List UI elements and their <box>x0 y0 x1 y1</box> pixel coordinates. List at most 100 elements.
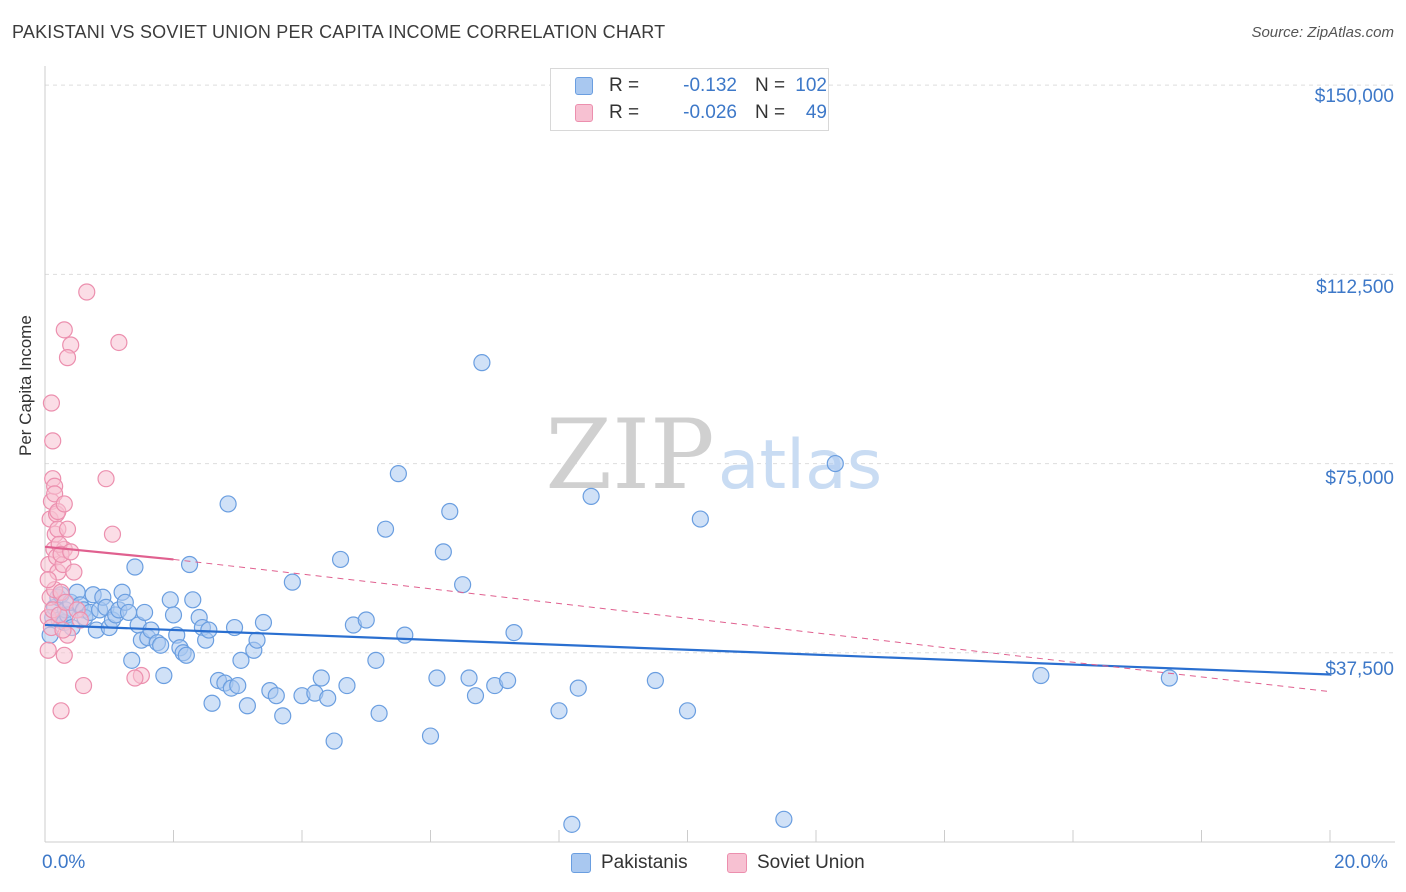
pakistanis-points <box>41 354 1178 833</box>
pakistanis-point <box>563 815 581 833</box>
y-tick-112500: $112,500 <box>1316 277 1394 298</box>
soviet-union-point <box>110 333 128 352</box>
axes <box>44 66 1395 843</box>
soviet-union-point <box>39 641 57 659</box>
pakistanis-point <box>312 669 330 687</box>
soviet-union-point <box>55 321 73 339</box>
pakistanis-point <box>454 576 472 594</box>
pakistanis-point <box>826 454 844 473</box>
pakistanis-point <box>180 555 199 574</box>
pakistanis-point <box>396 626 414 644</box>
soviet-union-point <box>44 432 62 450</box>
r-value: -0.026 <box>683 102 737 123</box>
pakistanis-point <box>441 502 459 521</box>
r-label: R = <box>609 102 640 123</box>
y-tick-37500: $37,500 <box>1325 659 1394 680</box>
pakistanis-point <box>505 624 523 642</box>
n-label: N = <box>755 102 786 123</box>
pakistanis-point <box>232 651 250 669</box>
pakistanis-point <box>152 636 170 654</box>
pakistanis-point <box>357 611 375 629</box>
soviet-union-point <box>65 563 83 581</box>
trend-lines <box>44 545 1331 693</box>
pakistanis-point <box>550 702 568 720</box>
soviet-union-point <box>42 394 61 412</box>
soviet-union-point <box>55 495 73 513</box>
soviet-union-legend-swatch <box>727 853 747 873</box>
pakistanis-point <box>376 520 395 538</box>
x-tick-min: 0.0% <box>42 852 86 873</box>
pakistanis-point <box>184 591 202 609</box>
pakistanis-point <box>161 591 179 609</box>
pakistanis-point <box>283 573 301 591</box>
pakistanis-point <box>466 687 485 705</box>
pakistanis-point <box>646 671 664 690</box>
y-tick-150000: $150,000 <box>1314 86 1394 107</box>
soviet-union-trend-extension <box>173 558 1331 693</box>
pakistanis-point <box>389 465 407 483</box>
watermark: ZIP atlas <box>545 399 882 511</box>
pakistanis-point <box>775 810 793 828</box>
pakistanis-point <box>678 702 697 720</box>
pakistanis-trend-line <box>44 623 1331 676</box>
watermark-zip: ZIP <box>545 399 714 511</box>
pakistanis-point <box>691 510 709 528</box>
pakistanis-point <box>177 646 195 664</box>
n-value: 102 <box>795 75 827 96</box>
pakistanis-point <box>248 631 266 649</box>
source-label: Source: ZipAtlas.com <box>1251 24 1394 41</box>
stats-legend: R = -0.132 N = 102 R = -0.026 N = 49 <box>550 68 829 131</box>
pakistanis-point <box>126 558 144 576</box>
soviet-union-point <box>58 349 77 367</box>
pakistanis-point <box>319 689 337 707</box>
pakistanis-point <box>155 666 173 685</box>
soviet-union-point <box>74 676 93 695</box>
soviet-union-point <box>71 611 89 629</box>
soviet-union-point <box>103 525 122 543</box>
soviet-union-point <box>55 646 73 664</box>
pakistanis-point <box>499 671 517 690</box>
pakistanis-point <box>135 603 154 622</box>
r-value: -0.132 <box>683 75 737 96</box>
pakistanis-point <box>331 550 350 569</box>
pakistanis-point <box>1032 666 1050 685</box>
pakistanis-point <box>238 697 256 715</box>
pakistanis-swatch <box>575 77 593 95</box>
soviet-union-swatch <box>575 104 593 122</box>
watermark-atlas: atlas <box>718 426 882 505</box>
pakistanis-point <box>434 543 452 561</box>
soviet-union-point <box>39 571 57 589</box>
pakistanis-point <box>254 613 273 632</box>
soviet-union-point <box>126 669 144 687</box>
chart-title: PAKISTANI VS SOVIET UNION PER CAPITA INC… <box>12 22 666 42</box>
soviet-union-point <box>62 543 80 561</box>
pakistanis-point <box>473 354 491 372</box>
soviet-union-point <box>58 520 77 538</box>
soviet-union-point <box>97 470 115 488</box>
gridlines <box>45 84 1395 654</box>
soviet-union-points <box>39 283 150 720</box>
n-value: 49 <box>805 102 827 123</box>
pakistanis-point <box>569 679 587 697</box>
pakistanis-point <box>229 676 247 695</box>
legend-label-soviet-union: Soviet Union <box>757 852 865 873</box>
pakistanis-point <box>421 727 440 745</box>
pakistanis-point <box>1160 669 1178 687</box>
pakistanis-point <box>123 651 141 669</box>
pakistanis-legend-swatch <box>571 853 591 873</box>
pakistanis-point <box>338 676 356 695</box>
pakistanis-point <box>582 487 600 505</box>
pakistanis-point <box>267 687 285 705</box>
r-label: R = <box>609 75 640 96</box>
pakistanis-point <box>164 606 183 624</box>
pakistanis-point <box>203 694 221 712</box>
pakistanis-point <box>274 707 292 725</box>
pakistanis-point <box>460 669 478 687</box>
pakistanis-point <box>367 651 385 669</box>
pakistanis-point <box>428 669 446 687</box>
y-tick-75000: $75,000 <box>1325 468 1394 489</box>
y-axis-label: Per Capita Income <box>16 315 35 456</box>
soviet-union-point <box>52 702 70 720</box>
pakistanis-point <box>370 704 388 722</box>
